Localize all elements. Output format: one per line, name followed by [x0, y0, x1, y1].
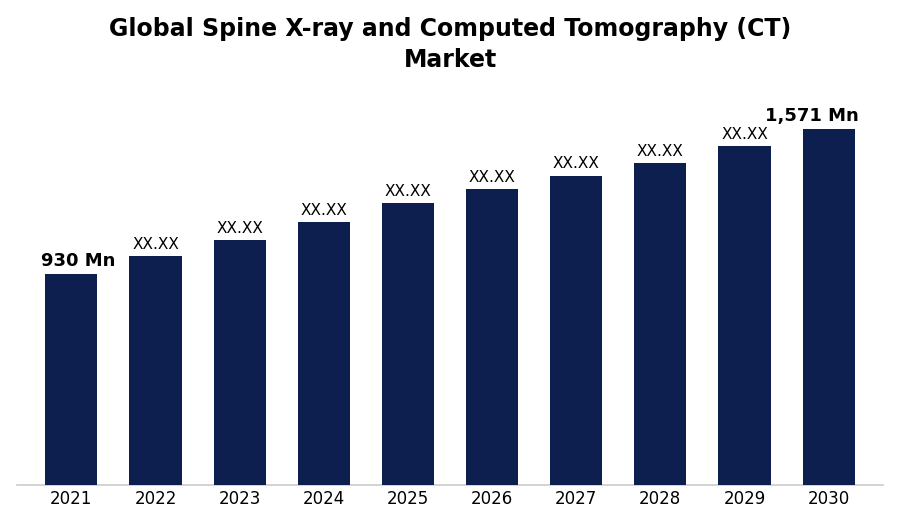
Bar	[803, 129, 855, 486]
Text: 1,571 Mn: 1,571 Mn	[765, 107, 859, 124]
Bar	[45, 274, 97, 486]
Bar	[550, 175, 602, 486]
Bar	[130, 256, 182, 486]
Text: XX.XX: XX.XX	[721, 127, 768, 142]
Bar	[634, 163, 687, 486]
Text: XX.XX: XX.XX	[553, 156, 599, 172]
Bar	[298, 222, 350, 486]
Bar	[718, 146, 770, 486]
Text: XX.XX: XX.XX	[384, 184, 431, 198]
Bar	[213, 240, 266, 486]
Bar	[466, 189, 518, 486]
Text: XX.XX: XX.XX	[301, 203, 347, 218]
Text: XX.XX: XX.XX	[132, 237, 179, 252]
Text: XX.XX: XX.XX	[469, 170, 516, 185]
Text: XX.XX: XX.XX	[216, 221, 263, 236]
Bar	[382, 203, 434, 486]
Text: XX.XX: XX.XX	[637, 144, 684, 159]
Title: Global Spine X-ray and Computed Tomography (CT)
Market: Global Spine X-ray and Computed Tomograp…	[109, 17, 791, 72]
Text: 930 Mn: 930 Mn	[41, 252, 115, 270]
